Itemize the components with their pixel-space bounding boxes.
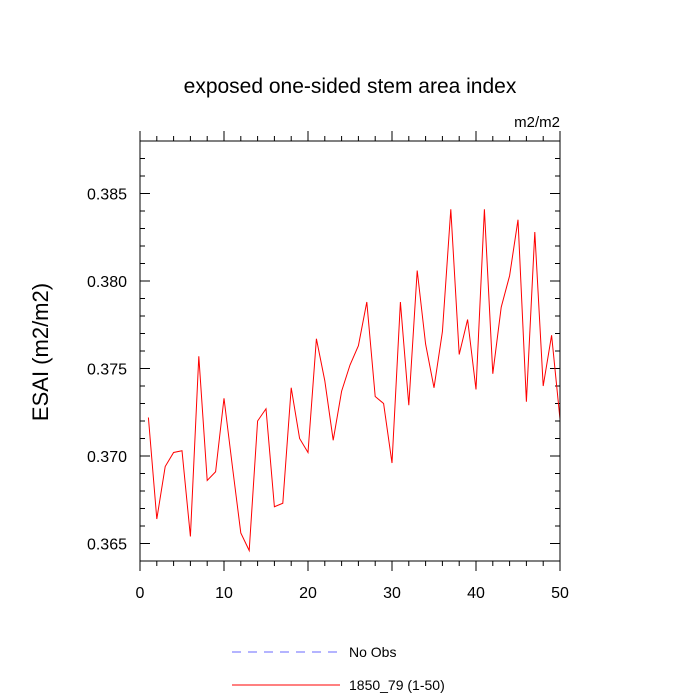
y-tick-label: 0.370 xyxy=(87,449,127,466)
data-point xyxy=(181,449,184,452)
data-point xyxy=(273,505,276,508)
data-point xyxy=(349,364,352,367)
data-point xyxy=(458,353,461,356)
data-point xyxy=(189,535,192,538)
y-tick-label: 0.365 xyxy=(87,537,127,554)
data-point xyxy=(416,269,419,272)
data-point xyxy=(525,400,528,403)
data-point xyxy=(248,549,251,552)
data-point xyxy=(206,479,209,482)
data-point xyxy=(491,372,494,375)
legend-series-label: 1850_79 (1-50) xyxy=(349,677,445,693)
data-point xyxy=(399,301,402,304)
data-point xyxy=(231,465,234,468)
y-tick-label: 0.375 xyxy=(87,362,127,379)
data-point xyxy=(315,337,318,340)
data-point xyxy=(340,390,343,393)
data-point xyxy=(239,532,242,535)
data-point xyxy=(223,397,226,400)
units-label: m2/m2 xyxy=(514,114,560,131)
data-point xyxy=(466,318,469,321)
data-point xyxy=(290,386,293,389)
data-point xyxy=(441,330,444,333)
data-point xyxy=(155,518,158,521)
data-point xyxy=(382,402,385,405)
y-tick-marks xyxy=(140,140,560,562)
data-point xyxy=(357,344,360,347)
y-tick-label: 0.380 xyxy=(87,274,127,291)
data-point xyxy=(164,465,167,468)
data-point xyxy=(533,231,536,234)
legend-no-obs-label: No Obs xyxy=(349,644,396,660)
series-line-1 xyxy=(147,209,561,553)
y-tick-label: 0.385 xyxy=(87,187,127,204)
data-point xyxy=(307,451,310,454)
x-tick-marks xyxy=(139,131,561,571)
data-point xyxy=(374,395,377,398)
data-point xyxy=(500,306,503,309)
data-point xyxy=(475,388,478,391)
data-point xyxy=(281,502,284,505)
data-point xyxy=(214,470,217,473)
data-point xyxy=(265,407,268,410)
data-point xyxy=(172,451,175,454)
data-point xyxy=(298,437,301,440)
data-point xyxy=(424,343,427,346)
data-point xyxy=(483,208,486,211)
data-point xyxy=(147,416,150,419)
data-point xyxy=(197,355,200,358)
x-tick-label: 30 xyxy=(383,585,401,602)
data-point xyxy=(323,379,326,382)
x-tick-label: 20 xyxy=(299,585,317,602)
data-point xyxy=(508,274,511,277)
series-layer xyxy=(147,208,561,553)
chart-title: exposed one-sided stem area index xyxy=(184,75,517,98)
y-axis-label: ESAI (m2/m2) xyxy=(28,283,53,421)
data-point xyxy=(449,208,452,211)
data-point xyxy=(550,334,553,337)
data-point xyxy=(433,386,436,389)
y-tick-labels: 0.365 0.370 0.375 0.380 0.385 xyxy=(87,187,127,554)
x-tick-label: 50 xyxy=(551,585,569,602)
plot-frame xyxy=(139,140,561,562)
data-point xyxy=(332,439,335,442)
x-tick-label: 0 xyxy=(136,585,145,602)
data-point xyxy=(517,218,520,221)
x-tick-label: 40 xyxy=(467,585,485,602)
data-point xyxy=(365,301,368,304)
x-tick-labels: 0 10 20 30 40 50 xyxy=(136,585,569,602)
data-point xyxy=(391,462,394,465)
data-point xyxy=(256,420,259,423)
data-point xyxy=(542,385,545,388)
data-point xyxy=(407,404,410,407)
x-tick-label: 10 xyxy=(215,585,233,602)
